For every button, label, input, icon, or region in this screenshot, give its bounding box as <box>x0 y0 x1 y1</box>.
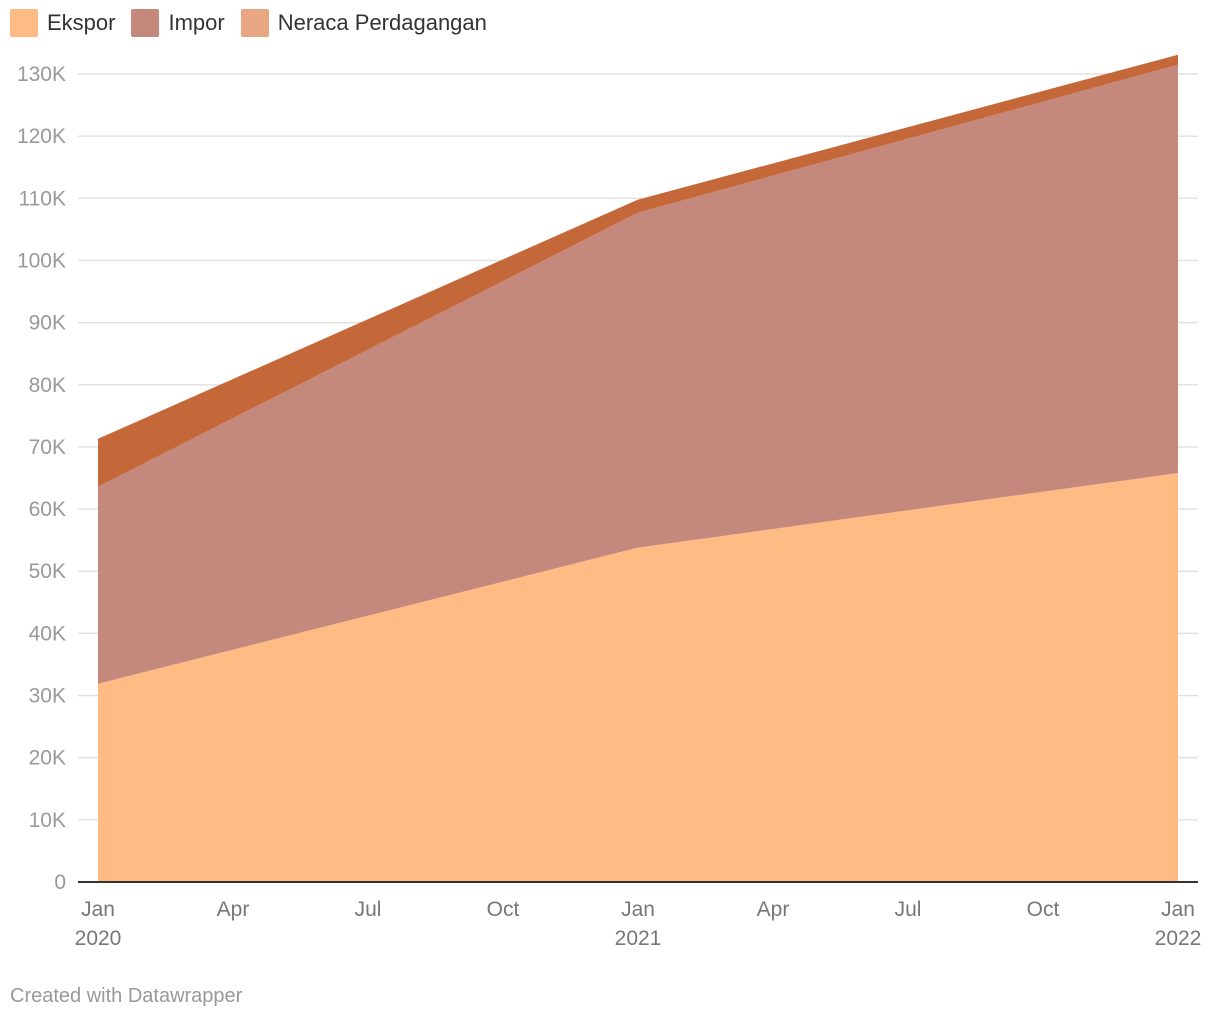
x-tick-year: 2021 <box>615 927 662 950</box>
legend-swatch-impor <box>131 9 160 37</box>
y-tick-label: 40K <box>29 622 66 645</box>
y-tick-label: 20K <box>29 747 66 770</box>
legend-item-ekspor: Ekspor <box>10 9 115 37</box>
y-tick-label: 70K <box>29 436 66 459</box>
x-tick-year: 2020 <box>75 927 122 950</box>
x-tick-year: 2022 <box>1155 927 1202 950</box>
x-tick-month: Apr <box>757 898 790 921</box>
area-ekspor <box>98 473 1178 882</box>
x-tick-month: Jul <box>895 898 922 921</box>
x-tick-month: Oct <box>487 898 520 921</box>
y-tick-label: 0 <box>54 871 66 894</box>
x-tick-month: Jan <box>81 898 115 921</box>
x-tick-month: Apr <box>217 898 250 921</box>
x-tick-month: Jul <box>355 898 382 921</box>
y-tick-label: 80K <box>29 374 66 397</box>
legend-swatch-neraca-perdagangan <box>240 9 269 37</box>
area-impor <box>98 64 1178 684</box>
x-tick-month: Jan <box>1161 898 1195 921</box>
credit-text: Created with Datawrapper <box>10 985 243 1007</box>
legend-label-impor: Impor <box>168 10 225 35</box>
y-tick-label: 90K <box>29 312 66 335</box>
y-tick-label: 10K <box>29 809 66 832</box>
y-tick-label: 100K <box>17 249 66 272</box>
legend: Ekspor Impor Neraca Perdagangan <box>10 6 503 40</box>
x-tick-month: Jan <box>621 898 655 921</box>
y-tick-label: 110K <box>19 187 67 210</box>
y-tick-label: 50K <box>29 560 66 583</box>
legend-swatch-ekspor <box>10 9 38 37</box>
y-tick-label: 130K <box>17 63 66 86</box>
legend-label-neraca-perdagangan: Neraca Perdagangan <box>277 10 487 35</box>
y-tick-label: 60K <box>29 498 66 521</box>
legend-label-ekspor: Ekspor <box>47 10 116 35</box>
x-tick-month: Oct <box>1027 898 1060 921</box>
legend-item-neraca-perdagangan: Neraca Perdagangan <box>240 9 487 37</box>
y-tick-label: 30K <box>29 685 66 708</box>
legend-item-impor: Impor <box>131 9 225 37</box>
y-tick-label: 120K <box>17 125 66 148</box>
